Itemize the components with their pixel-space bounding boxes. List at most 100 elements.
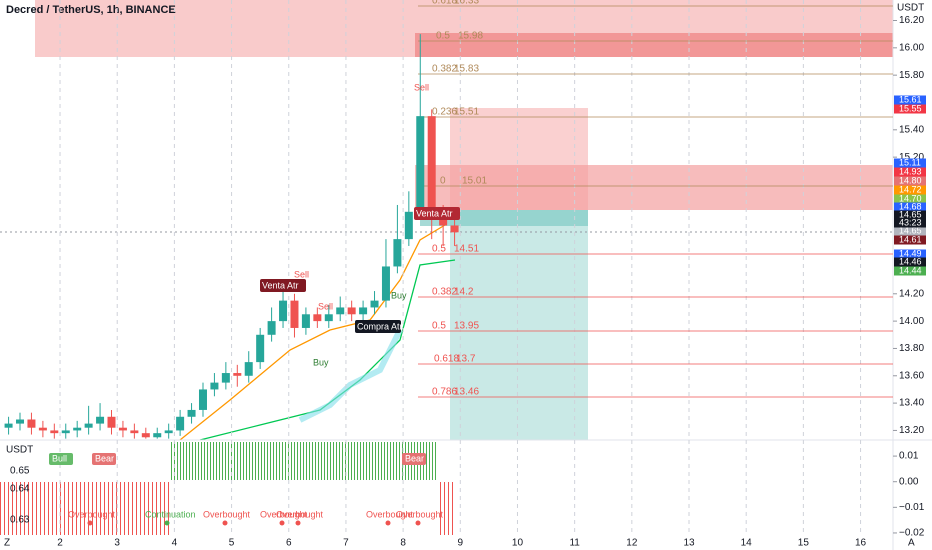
candle-body (324, 314, 333, 322)
y2-tick-label: −0.01 (899, 502, 925, 513)
y-tick-label: 13.60 (899, 370, 924, 381)
candle-body (118, 427, 127, 431)
x-tick-label: 11 (569, 538, 580, 549)
left-tick-label: 0.63 (10, 515, 30, 526)
fib-price: 15.51 (454, 107, 479, 118)
x-tick-label: 13 (683, 538, 695, 549)
signal-dot (279, 520, 285, 526)
price-badge-label: 14.44 (899, 265, 922, 275)
signal-label: Overbought (276, 509, 324, 519)
fib-ratio: 0.382 (432, 64, 457, 75)
left-tick-label: 0.65 (10, 466, 30, 477)
y-tick-label: 14.20 (899, 288, 924, 299)
candle-body (256, 334, 265, 363)
signal-tag: Venta Atr (262, 280, 299, 290)
zone (415, 165, 893, 210)
signal-tag: Buy (313, 357, 329, 367)
candle-body (279, 300, 288, 322)
fib-ratio: 0.5 (432, 244, 446, 255)
candle-body (359, 307, 368, 315)
x-tick-label: 7 (343, 538, 349, 549)
candle-body (153, 433, 162, 438)
currency: USDT (897, 3, 924, 14)
signal-label: Overbought (366, 509, 414, 519)
fib-price: 13.95 (454, 321, 479, 332)
candle-body (107, 416, 116, 428)
zone (420, 210, 588, 226)
signal-tag-bg (414, 207, 460, 220)
signal-tag: Sell (318, 301, 333, 311)
candle-body (210, 382, 219, 390)
x-tick-label: 3 (114, 538, 120, 549)
candle-body (27, 419, 36, 428)
signal-label: Overbought (68, 509, 116, 519)
signal-tag: Sell (294, 269, 309, 279)
x-tick-label: 14 (741, 538, 753, 549)
signal-bg (49, 453, 73, 465)
fib-ratio: 0.5 (436, 31, 450, 42)
signal-tag: Sell (414, 82, 429, 92)
fib-ratio: 0.618 (434, 354, 459, 365)
price-badge (894, 257, 926, 267)
countdown-badge (894, 218, 926, 228)
signal-label: Bear (405, 453, 424, 463)
fib-ratio: 0.382 (432, 287, 457, 298)
candle-body (221, 373, 230, 383)
candle-body (267, 321, 276, 335)
fib-ratio: 0.786 (432, 387, 457, 398)
price-badge-label: 14.46 (899, 256, 922, 266)
price-badge (894, 167, 926, 177)
fib-price: 13.46 (454, 387, 479, 398)
fib-price: 15.01 (462, 176, 487, 187)
candle-body (4, 423, 13, 428)
fib-ratio: 0.618 (432, 0, 457, 7)
candle-body (290, 300, 299, 328)
fib-ratio: 0.5 (432, 321, 446, 332)
signal-tag-bg (355, 320, 401, 333)
price-badge-label: 15.61 (899, 94, 922, 104)
y-tick-label: 14.00 (899, 316, 924, 327)
candle-body (381, 266, 390, 301)
x-tick-label: 2 (57, 538, 63, 549)
price-badge-label: 14.61 (899, 234, 922, 244)
price-badge (894, 235, 926, 245)
signal-dot (222, 520, 228, 526)
footer-right: A (908, 538, 915, 549)
price-badge (894, 266, 926, 276)
indicator-bars (170, 442, 438, 480)
signal-dot (415, 520, 421, 526)
price-badge-label: 14.68 (899, 201, 922, 211)
price-badge (894, 95, 926, 105)
fib-price: 15.98 (458, 31, 483, 42)
zones (0, 0, 893, 440)
candle-body (198, 389, 207, 410)
signal-dot (164, 520, 170, 526)
candle-body (61, 430, 70, 434)
signal-label: Bear (95, 453, 114, 463)
candle-body (233, 373, 242, 376)
ma-line (179, 224, 446, 441)
x-tick-label: 15 (798, 538, 810, 549)
signal-dot (295, 520, 301, 526)
candle-body (404, 211, 413, 240)
price-badge (894, 185, 926, 195)
price-badge-label: 14.70 (899, 193, 922, 203)
signal-tag: Compra Atr (357, 321, 403, 331)
signal-tag-bg (260, 279, 306, 292)
candle-body (176, 416, 185, 431)
x-tick-label: 12 (626, 538, 638, 549)
candle-body (164, 430, 173, 434)
price-badge (894, 210, 926, 220)
fib-price: 16.33 (454, 0, 479, 7)
signal-dot (385, 520, 391, 526)
left-tick-label: 0.64 (10, 484, 30, 495)
indicator-bars (438, 482, 456, 535)
candle-body (439, 218, 448, 226)
x-tick-label: 8 (400, 538, 406, 549)
y2-tick-label: 0.00 (899, 476, 919, 487)
signal-label: Continuation (145, 509, 196, 519)
candle-body (450, 225, 459, 233)
footer-left: Z (4, 538, 10, 549)
signal-bg (402, 453, 426, 465)
